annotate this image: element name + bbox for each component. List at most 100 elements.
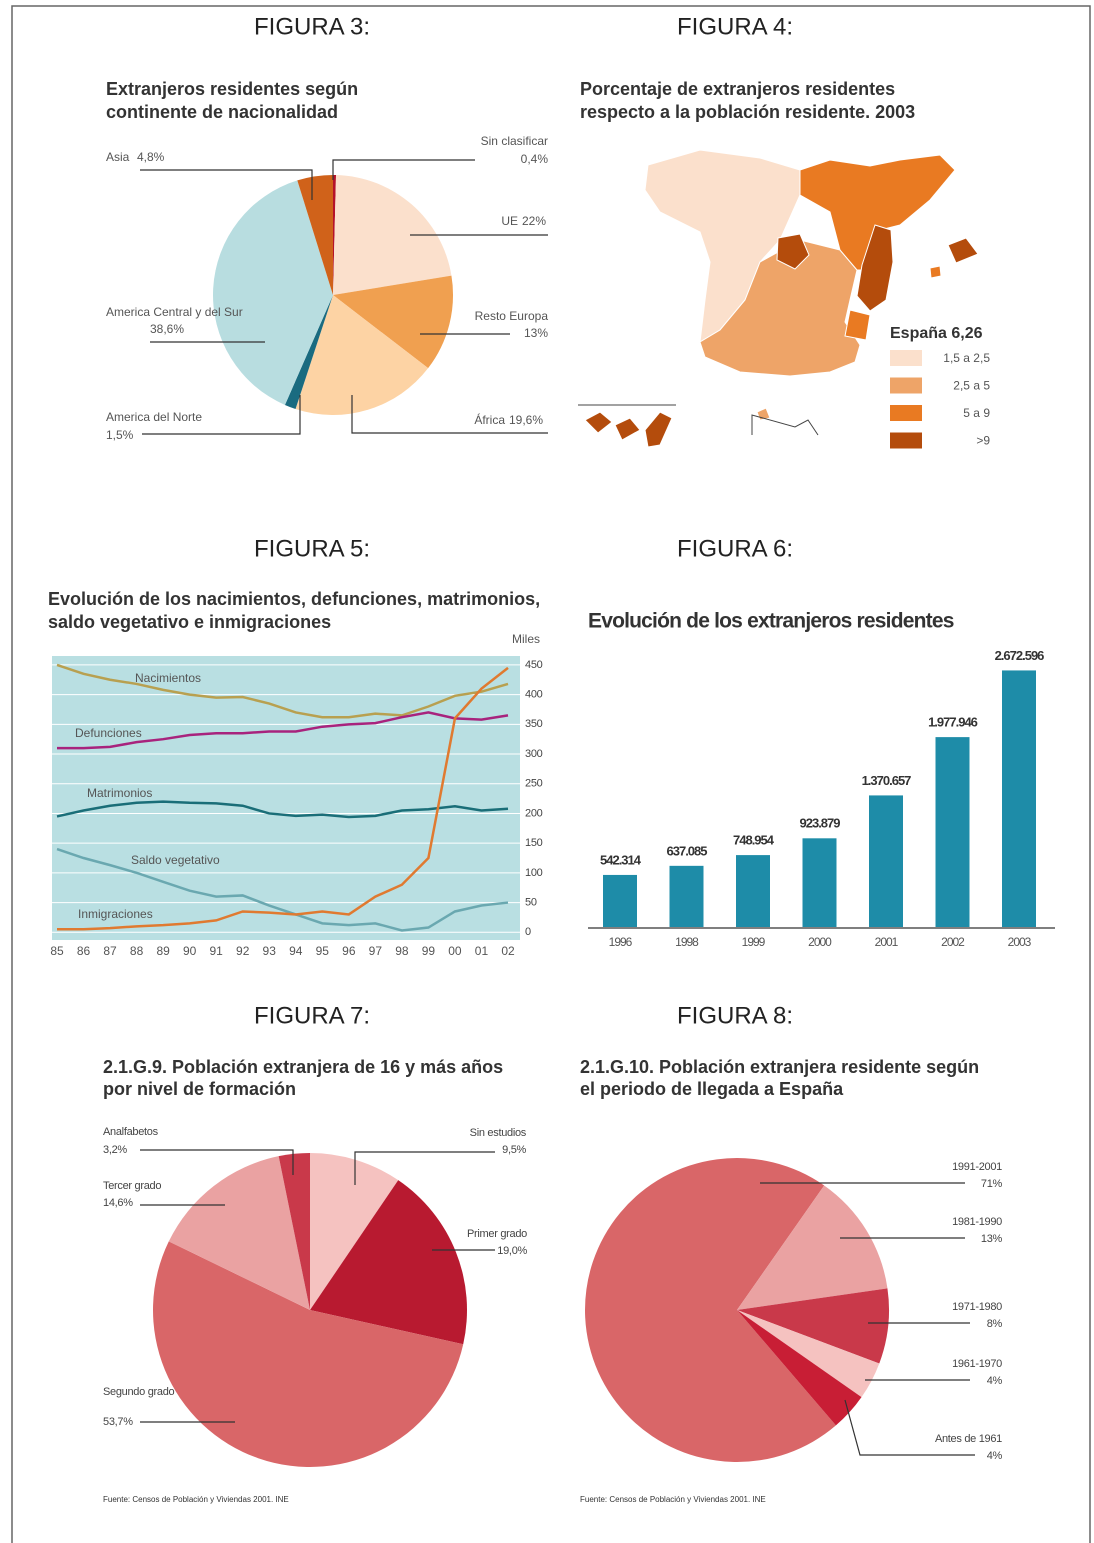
slice-value: 14,6%: [103, 1197, 133, 1209]
slice-name: Segundo grado: [103, 1386, 175, 1398]
figure-label: FIGURA 3:: [254, 13, 370, 40]
x-tick-label: 92: [236, 944, 250, 958]
bar: [802, 838, 837, 927]
value-label: 748.954: [733, 833, 775, 848]
chart-title: Porcentaje de extranjeros residentes: [580, 79, 895, 99]
figure-label: FIGURA 5:: [254, 535, 370, 562]
value-label: 1.977.946: [928, 715, 978, 730]
slice-value: 22%: [522, 214, 546, 228]
series-label: Saldo vegetativo: [131, 853, 220, 867]
pie-slice: [333, 175, 337, 295]
pie-slice: [213, 180, 333, 405]
bar: [935, 737, 970, 927]
legend-swatch: [890, 377, 922, 394]
legend-swatch: [890, 432, 922, 449]
slice-value: 71%: [981, 1178, 1003, 1190]
series-label: Matrimonios: [87, 786, 152, 800]
x-tick-label: 2003: [1008, 935, 1032, 949]
x-tick-label: 2002: [941, 935, 965, 949]
figure-label: FIGURA 6:: [677, 535, 793, 562]
pie-slice: [584, 1158, 836, 1463]
figure-label: FIGURA 4:: [677, 13, 793, 40]
chart-title: 2.1.G.10. Población extranjera residente…: [580, 1057, 979, 1077]
pie-slice: [737, 1185, 888, 1310]
slice-name: 1981-1990: [952, 1216, 1002, 1228]
x-tick-label: 02: [501, 944, 515, 958]
pie-slice: [284, 295, 333, 409]
slice-name: 1971-1980: [952, 1301, 1002, 1313]
x-tick-label: 1999: [742, 935, 766, 949]
x-tick-label: 89: [156, 944, 170, 958]
x-tick-label: 2000: [808, 935, 832, 949]
legend-swatch: [890, 405, 922, 421]
y-tick-label: 150: [525, 837, 543, 849]
x-tick-label: 85: [50, 944, 64, 958]
chart-title: Evolución de los nacimientos, defuncione…: [48, 589, 540, 609]
source: Fuente: Censos de Población y Viviendas …: [580, 1495, 766, 1504]
pie-slice: [333, 175, 452, 295]
slice-name: America del Norte: [106, 410, 202, 424]
series-line: [57, 666, 509, 931]
x-tick-label: 96: [342, 944, 356, 958]
pie-slice: [333, 275, 453, 369]
legend-label: 2,5 a 5: [953, 379, 990, 393]
slice-value: 53,7%: [103, 1416, 133, 1428]
y-tick-label: 450: [525, 659, 543, 671]
slice-name: Resto Europa: [475, 309, 549, 323]
frame: [11, 5, 1091, 1543]
pie-slice: [737, 1288, 890, 1364]
legend-title: España 6,26: [890, 325, 983, 342]
x-tick-label: 95: [316, 944, 330, 958]
leader-line: [351, 395, 548, 434]
slice-value: 13%: [981, 1233, 1003, 1245]
y-tick-label: 0: [525, 926, 531, 938]
pie-slice: [168, 1156, 310, 1310]
slice-value: 4%: [987, 1375, 1003, 1387]
region: [856, 224, 894, 312]
pie-slice: [295, 295, 429, 416]
series-line: [57, 711, 509, 750]
slice-name: America Central y del Sur: [106, 305, 243, 319]
chart-title: Extranjeros residentes según: [106, 79, 358, 99]
chart-title: Evolución de los extranjeros residentes: [588, 610, 954, 633]
region: [776, 233, 810, 270]
source: Fuente: Censos de Población y Viviendas …: [103, 1495, 289, 1504]
x-tick-label: 88: [130, 944, 144, 958]
chart-title: por nivel de formación: [103, 1079, 296, 1099]
slice-name: Antes de 1961: [935, 1433, 1002, 1445]
slice-name: Analfabetos: [103, 1126, 159, 1138]
bar: [736, 855, 770, 927]
leader-line: [142, 395, 301, 435]
series-label: Defunciones: [75, 726, 142, 740]
y-tick-label: 400: [525, 689, 543, 701]
slice-name: Asia: [106, 150, 130, 164]
series-label: Inmigraciones: [78, 907, 153, 921]
pie-slice: [278, 1153, 310, 1310]
slice-value: 8%: [987, 1318, 1003, 1330]
slice-value: 13%: [524, 326, 548, 340]
value-label: 2.672.596: [995, 648, 1045, 663]
slice-name: Sin estudios: [470, 1127, 527, 1139]
y-axis-label: Miles: [512, 632, 540, 646]
x-tick-label: 93: [263, 944, 277, 958]
x-tick-label: 90: [183, 944, 197, 958]
map-frame: [578, 404, 819, 436]
slice-name: UE: [501, 214, 518, 228]
region: [644, 411, 673, 448]
region: [929, 265, 942, 279]
x-tick-label: 97: [369, 944, 383, 958]
leader-line: [354, 1151, 495, 1185]
y-tick-label: 250: [525, 778, 543, 790]
slice-value: 9,5%: [502, 1144, 526, 1156]
pie-slice: [737, 1310, 880, 1398]
x-tick-label: 1996: [609, 935, 633, 949]
slice-name: Sin clasificar: [481, 134, 548, 148]
bar: [869, 795, 903, 927]
leader-line: [332, 159, 475, 180]
slice-name: África: [474, 412, 505, 427]
region: [799, 154, 956, 271]
chart-title: saldo vegetativo e inmigraciones: [48, 612, 331, 632]
x-tick-label: 91: [209, 944, 223, 958]
x-tick-label: 99: [422, 944, 436, 958]
